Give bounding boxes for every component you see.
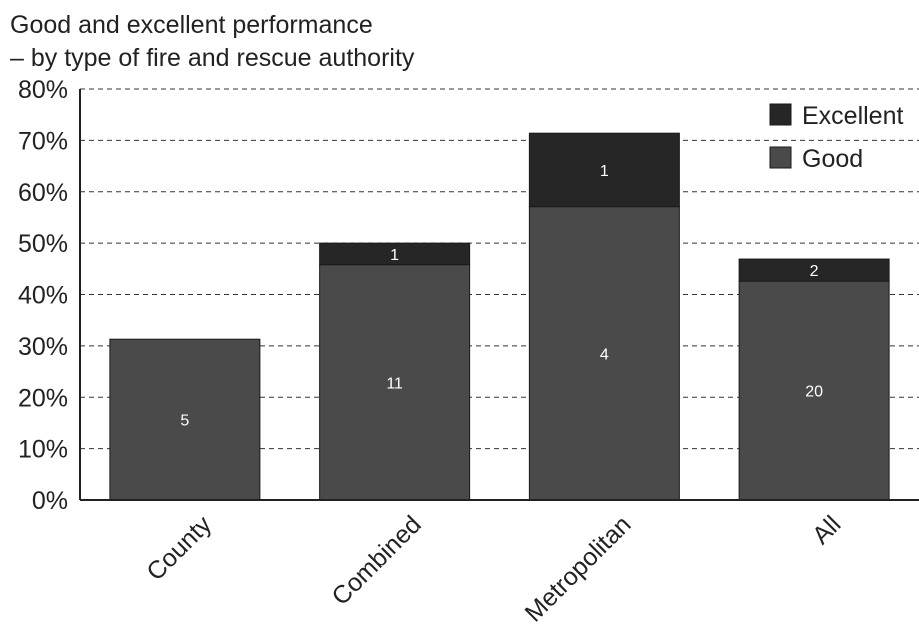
legend-swatch-good: [769, 146, 792, 169]
y-tick-label: 50%: [18, 230, 68, 258]
legend: Excellent Good: [769, 102, 903, 173]
category-label-all: All: [807, 510, 846, 549]
x-axis-category-labels: County Combined Metropolitan All: [141, 510, 846, 627]
y-axis-tick-labels: 0% 10% 20% 30% 40% 50% 60% 70% 80%: [18, 76, 68, 515]
data-label-good-combined: 11: [386, 375, 403, 392]
y-tick-label: 40%: [18, 282, 68, 310]
chart-title-line-2: – by type of fire and rescue authority: [10, 44, 415, 72]
legend-swatch-excellent: [769, 103, 792, 126]
category-label-metropolitan: Metropolitan: [520, 510, 637, 627]
y-tick-label: 0%: [32, 487, 68, 515]
data-label-good-all: 20: [805, 384, 823, 401]
bar-excellent-all: [738, 258, 890, 282]
bar-excellent-metropolitan: [528, 132, 680, 208]
y-tick-label: 60%: [18, 179, 68, 207]
bars: [109, 132, 890, 501]
data-label-excellent-all: 2: [810, 263, 819, 280]
data-label-good-metropolitan: 4: [600, 346, 609, 363]
category-label-county: County: [141, 510, 217, 586]
y-tick-label: 70%: [18, 127, 68, 155]
chart-title: Good and excellent performance – by type…: [10, 11, 415, 72]
bar-good-county: [109, 338, 261, 501]
y-tick-label: 10%: [18, 436, 68, 464]
data-label-excellent-metropolitan: 1: [600, 163, 609, 180]
y-tick-label: 20%: [18, 384, 68, 412]
bar-good-metropolitan: [528, 206, 680, 501]
category-label-combined: Combined: [326, 510, 426, 610]
data-label-excellent-combined: 1: [390, 247, 399, 264]
data-label-good-county: 5: [180, 413, 189, 430]
bar-good-all: [738, 280, 890, 501]
y-tick-label: 30%: [18, 333, 68, 361]
legend-label-excellent: Excellent: [802, 102, 903, 130]
legend-label-good: Good: [802, 145, 863, 173]
chart-title-line-1: Good and excellent performance: [10, 11, 373, 39]
y-tick-label: 80%: [18, 76, 68, 104]
bar-excellent-combined: [319, 242, 471, 266]
